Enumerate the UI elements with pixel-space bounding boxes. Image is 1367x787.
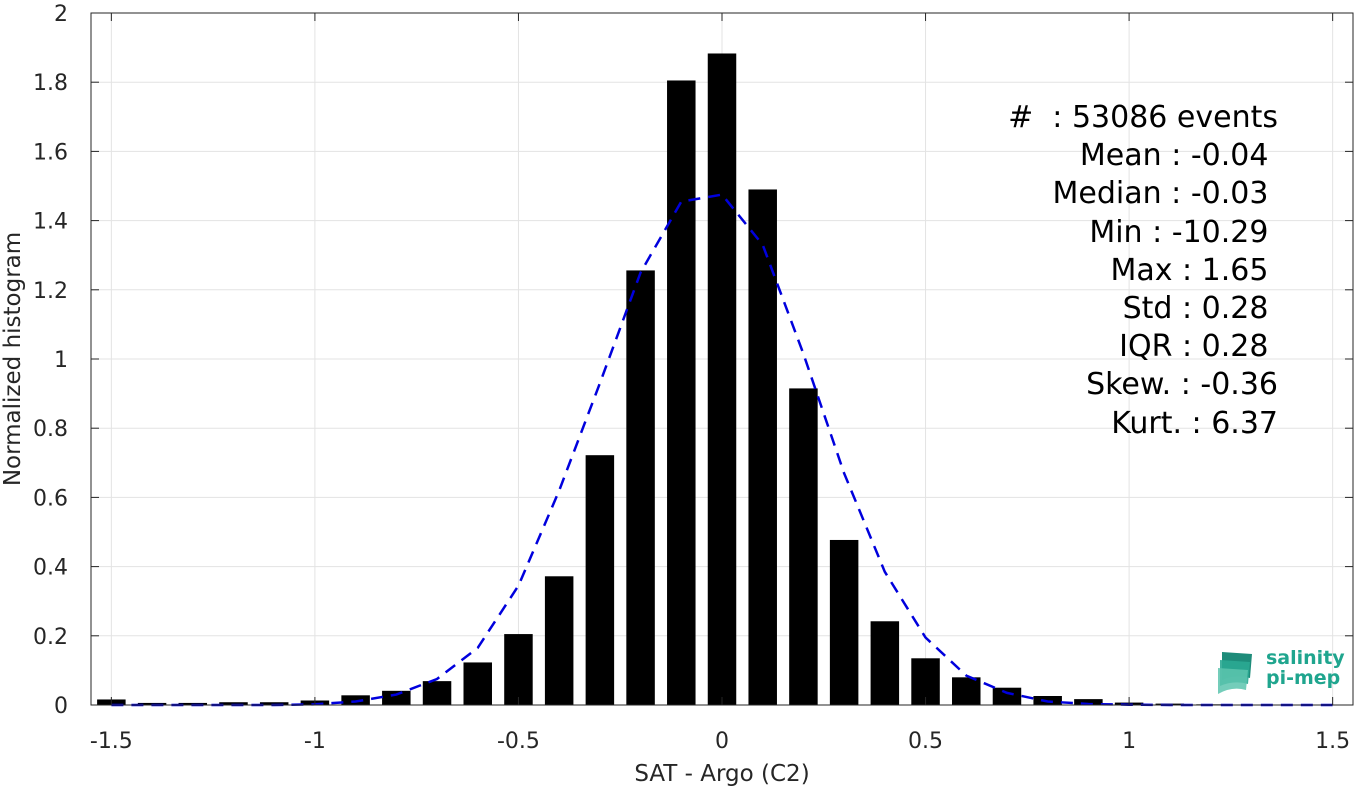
logo-line2: pi-mep	[1266, 667, 1341, 689]
wave-icon	[1218, 652, 1252, 694]
x-tick-label: 1.5	[1315, 729, 1350, 754]
y-tick-label: 0	[54, 694, 68, 719]
stat-iqr: IQR : 0.28	[1119, 329, 1278, 365]
y-tick-label: 1.4	[33, 210, 68, 235]
stat-median: Median : -0.03	[1052, 176, 1278, 212]
x-tick-label: 0.5	[908, 729, 943, 754]
statistics-box: # : 53086 events Mean : -0.04 Median : -…	[1008, 99, 1278, 443]
y-tick-label: 0.4	[33, 556, 68, 581]
stat-mean: Mean : -0.04	[1079, 138, 1278, 174]
y-axis-label: Normalized histogram	[0, 232, 26, 486]
histogram-bar	[992, 687, 1022, 705]
x-tick-label: 1	[1122, 729, 1136, 754]
y-tick-label: 2	[54, 2, 68, 27]
stat-std: Std : 0.28	[1122, 291, 1278, 327]
histogram-bar	[952, 677, 981, 705]
histogram-bars	[97, 53, 1347, 706]
histogram-bar	[829, 539, 859, 705]
y-tick-label: 1.6	[33, 140, 68, 165]
histogram-bar	[504, 634, 533, 705]
histogram-bar	[259, 702, 289, 705]
histogram-bar	[463, 662, 492, 705]
histogram-bar	[870, 621, 900, 705]
logo-text: salinity pi-mep	[1266, 648, 1345, 688]
x-tick-label: -0.5	[497, 729, 540, 754]
y-tick-label: 1.8	[33, 71, 68, 96]
histogram-bar	[341, 695, 370, 705]
histogram-bar	[544, 576, 574, 705]
histogram-bar	[707, 53, 737, 706]
histogram-bar	[748, 189, 777, 705]
logo-line1: salinity	[1266, 647, 1345, 669]
x-axis-label: SAT - Argo (C2)	[634, 761, 809, 787]
histogram-bar	[626, 270, 655, 705]
stat-skew: Skew. : -0.36	[1086, 367, 1278, 403]
histogram-bar	[382, 690, 411, 705]
histogram-bar	[789, 388, 818, 705]
stat-min: Min : -10.29	[1089, 214, 1278, 250]
histogram-bar	[585, 455, 615, 705]
histogram-bar	[667, 80, 696, 706]
histogram-bar	[422, 681, 452, 705]
y-tick-label: 0.6	[33, 486, 68, 511]
x-tick-label: 0	[715, 729, 729, 754]
histogram-bar	[1074, 699, 1103, 705]
axis-ticks: -1.5 -1 -0.5 0 0.5 1 1.5 0 0.2 0.4 0.6 0.8 1 1.2 1.4 1.…	[33, 2, 1353, 754]
stat-kurt: Kurt. : 6.37	[1111, 405, 1278, 441]
x-tick-label: -1.5	[90, 729, 133, 754]
salinity-pi-mep-logo: salinity pi-mep	[1216, 646, 1346, 696]
x-tick-label: -1	[304, 729, 326, 754]
y-tick-label: 0.2	[33, 625, 68, 650]
y-tick-label: 1	[54, 348, 68, 373]
y-tick-label: 1.2	[33, 279, 68, 304]
stat-count: # : 53086 events	[1008, 100, 1278, 135]
stat-max: Max : 1.65	[1110, 252, 1278, 288]
histogram-bar	[219, 702, 248, 705]
y-tick-label: 0.8	[33, 417, 68, 442]
